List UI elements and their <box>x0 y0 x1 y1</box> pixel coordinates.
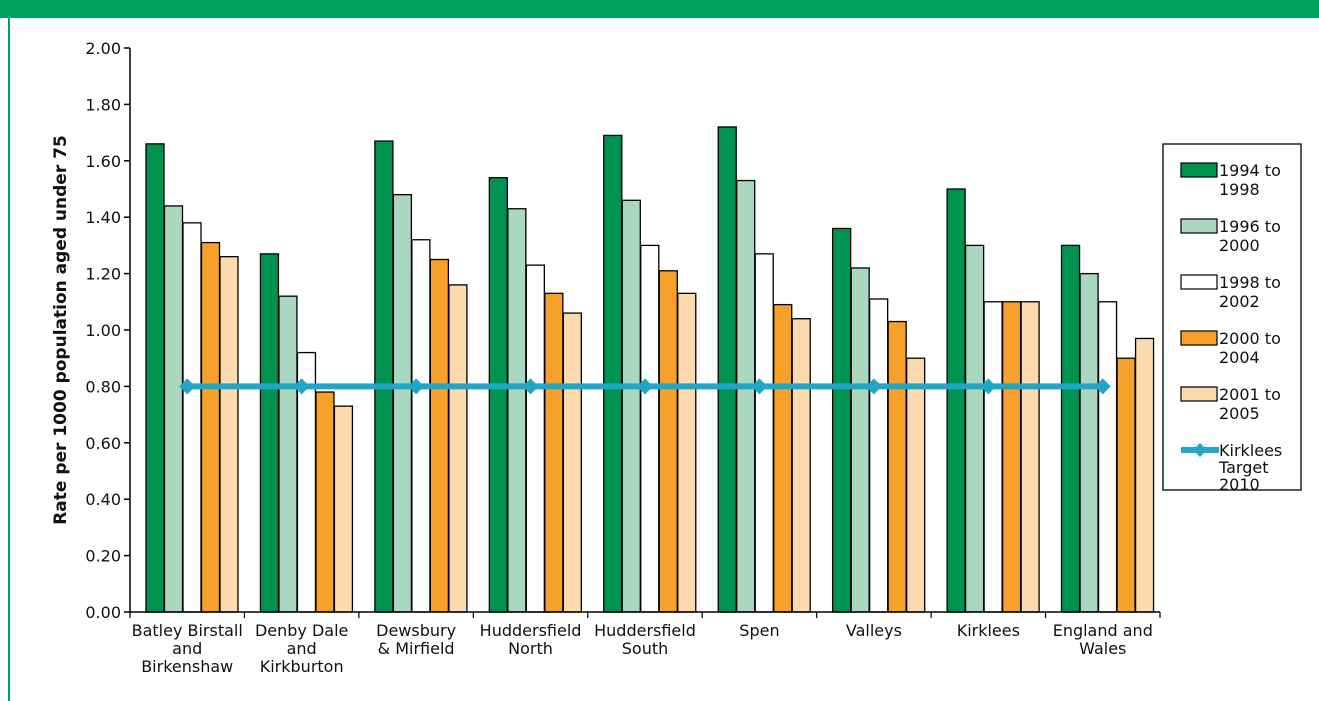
bar-8-2 <box>1097 301 1118 613</box>
legend-label-4: 2001 to 2005 <box>1219 385 1281 423</box>
category-label-3: Huddersfield North <box>480 621 582 658</box>
bar-3-2 <box>525 264 545 613</box>
bar-3-3 <box>544 292 564 613</box>
bar-5-0 <box>717 126 737 613</box>
y-tick-label: 0.80 <box>85 377 121 396</box>
legend-target-marker <box>1193 443 1207 457</box>
bar-8-1 <box>1079 272 1099 613</box>
bar-0-1 <box>163 205 184 613</box>
bar-7-2 <box>983 301 1003 613</box>
left-rule <box>8 18 10 701</box>
bar-5-1 <box>736 179 756 613</box>
bar-7-1 <box>964 244 985 613</box>
y-tick-label: 1.40 <box>85 208 121 227</box>
bar-4-3 <box>658 270 678 613</box>
legend-swatch-0 <box>1180 162 1218 178</box>
target-marker-5 <box>751 378 768 395</box>
target-marker-3 <box>522 378 539 395</box>
bar-2-2 <box>411 239 431 613</box>
category-label-0: Batley Birstall and Birkenshaw <box>132 621 243 676</box>
target-marker-2 <box>408 378 425 395</box>
category-label-2: Dewsbury & Mirfield <box>376 621 456 658</box>
bar-4-1 <box>621 199 641 613</box>
bar-6-0 <box>832 227 852 613</box>
bar-7-3 <box>1001 301 1022 613</box>
bar-6-4 <box>906 357 926 613</box>
y-tick-label: 0.00 <box>85 603 121 622</box>
target-marker-4 <box>637 378 653 395</box>
bar-8-3 <box>1116 357 1136 613</box>
target-marker-0 <box>179 378 196 395</box>
legend-swatch-1 <box>1180 218 1218 234</box>
bar-4-4 <box>677 292 697 613</box>
bar-2-4 <box>448 284 468 613</box>
legend-swatch-4 <box>1180 386 1218 402</box>
bar-6-2 <box>869 298 889 613</box>
target-marker-8 <box>1094 378 1111 395</box>
y-tick-label: 1.00 <box>85 321 121 340</box>
bar-1-4 <box>333 405 354 613</box>
bar-2-3 <box>429 258 450 613</box>
bar-4-0 <box>603 134 623 613</box>
bar-5-3 <box>773 303 793 613</box>
y-axis-label-group: Rate per 1000 population aged under 75 <box>51 135 71 525</box>
target-line <box>179 378 1111 395</box>
bar-8-0 <box>1060 244 1081 613</box>
bar-0-0 <box>145 143 165 613</box>
legend-label-1: 1996 to 2000 <box>1219 217 1281 255</box>
y-ticks: 0.00 0.20 0.40 0.60 0.80 1.00 1.20 1.40 1.60 1.80… <box>85 39 130 622</box>
y-tick-label: 1.60 <box>85 152 121 171</box>
category-label-8: England and Wales <box>1053 621 1153 658</box>
legend-swatch-3 <box>1180 330 1218 346</box>
y-tick-label: 2.00 <box>85 39 121 58</box>
category-label-6: Valleys <box>846 621 902 640</box>
bar-5-2 <box>754 253 774 613</box>
bar-6-3 <box>887 320 907 613</box>
bar-0-3 <box>200 241 221 613</box>
bar-1-1 <box>278 295 298 613</box>
legend-swatch-2 <box>1180 274 1218 290</box>
legend-box <box>1162 143 1302 491</box>
header-band <box>0 0 1319 18</box>
category-label-5: Spen <box>739 621 779 640</box>
y-tick-label: 0.20 <box>85 547 121 566</box>
bar-3-1 <box>507 208 527 613</box>
bar-2-0 <box>374 140 394 613</box>
bar-4-2 <box>640 244 660 613</box>
bar-8-4 <box>1134 337 1155 613</box>
bar-0-2 <box>182 222 202 613</box>
y-tick-label: 1.20 <box>85 265 121 284</box>
y-tick-label: 0.40 <box>85 490 121 509</box>
bar-7-0 <box>946 188 966 613</box>
legend-label-0: 1994 to 1998 <box>1219 161 1281 199</box>
legend-label-target: Kirklees Target 2010 <box>1218 441 1282 494</box>
legend-label-2: 1998 to 2002 <box>1219 273 1281 311</box>
bar-1-3 <box>315 391 335 613</box>
y-tick-label: 0.60 <box>85 434 121 453</box>
target-marker-7 <box>980 378 997 395</box>
bar-0-4 <box>219 256 239 613</box>
bar-5-4 <box>791 318 811 613</box>
bar-3-0 <box>488 177 508 613</box>
bars <box>145 126 1155 613</box>
bar-2-1 <box>392 193 413 613</box>
category-label-4: Huddersfield South <box>594 621 696 658</box>
bar-6-1 <box>850 267 870 613</box>
legend: 1994 to 1998 1996 to 2000 1998 to 2002 2000 to… <box>1162 143 1302 494</box>
target-marker-6 <box>865 378 882 395</box>
category-label-7: Kirklees <box>957 621 1020 640</box>
bar-7-4 <box>1020 301 1040 613</box>
y-tick-label: 1.80 <box>85 95 121 114</box>
y-axis-label: Rate per 1000 population aged under 75 <box>51 135 71 525</box>
bar-3-4 <box>562 312 582 613</box>
target-marker-1 <box>293 378 310 395</box>
bar-1-0 <box>259 253 280 613</box>
axes <box>129 48 1161 618</box>
legend-label-3: 2000 to 2004 <box>1219 329 1281 367</box>
category-label-1: Denby Dale and Kirkburton <box>255 621 348 676</box>
